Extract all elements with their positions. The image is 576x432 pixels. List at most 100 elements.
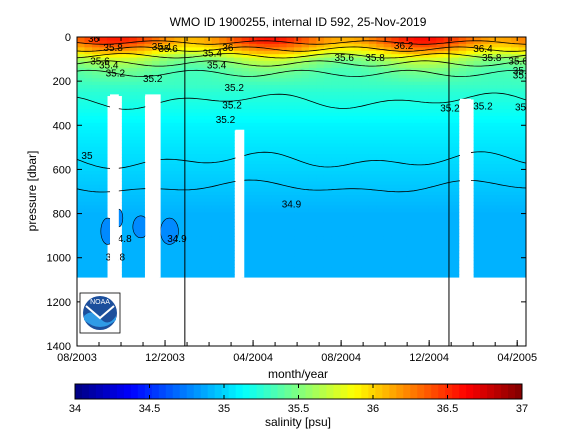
contour-label: 35.4 — [203, 49, 223, 60]
x-axis-label: month/year — [268, 367, 328, 381]
x-tick-label: 08/2003 — [57, 352, 97, 364]
colorbar-cell — [480, 384, 488, 399]
colorbar-cell — [298, 384, 306, 399]
y-tick-label: 200 — [53, 76, 71, 88]
colorbar-cell — [354, 384, 362, 399]
contour-line — [77, 69, 526, 77]
x-tick-label: 08/2004 — [321, 352, 361, 364]
y-axis-label: pressure [dbar] — [25, 151, 39, 232]
chart-title: WMO ID 1900255, internal ID 592, 25-Nov-… — [170, 15, 427, 29]
colorbar-cell — [137, 384, 146, 399]
colorbar-cell — [487, 384, 495, 399]
colorbar-cell — [95, 384, 104, 399]
colorbar-cell — [389, 384, 397, 399]
colorbar-cell — [123, 384, 132, 399]
data-gap — [235, 129, 245, 278]
plot-frame — [76, 36, 527, 347]
salinity-color-field — [77, 37, 526, 279]
colorbar-tick-label: 36 — [367, 403, 379, 415]
contour-label: 36 — [222, 43, 234, 54]
y-tick-label: 400 — [53, 120, 71, 132]
contour-label: 35.2 — [216, 115, 236, 126]
contour-label: 35.2 — [513, 71, 533, 82]
contour-label: 35.2 — [143, 74, 163, 85]
contour-label: 35.8 — [482, 53, 502, 64]
colorbar-cell — [319, 384, 327, 399]
colorbar-cell — [438, 384, 446, 399]
colorbar-cell — [459, 384, 467, 399]
colorbar-cell — [417, 384, 425, 399]
contour-line — [77, 60, 526, 67]
y-tick-label: 0 — [65, 32, 71, 44]
contour-label: 35.2 — [106, 68, 126, 79]
colorbar-cell — [368, 384, 376, 399]
contour-label: 35.4 — [513, 66, 533, 77]
colorbar-tick-label: 37 — [516, 403, 528, 415]
colorbar-tick-label: 35.5 — [288, 403, 309, 415]
colorbar-cell — [382, 384, 390, 399]
colorbar-cell — [172, 384, 181, 399]
logo-bird — [85, 305, 115, 320]
colorbar-cell — [144, 384, 153, 399]
x-tick-label: 04/2004 — [233, 352, 273, 364]
contour-label: 35.2 — [225, 83, 245, 94]
colorbar-tick-label: 35 — [218, 403, 230, 415]
colorbar-cell — [445, 384, 453, 399]
colorbar-cell — [403, 384, 411, 399]
colorbar-cell — [473, 384, 481, 399]
data-gap — [110, 94, 119, 278]
colorbar-cell — [75, 384, 83, 399]
colorbar-cell — [249, 384, 258, 399]
contour-label: 36.4 — [473, 44, 493, 55]
colorbar-cell — [396, 384, 404, 399]
colorbar-cell — [214, 384, 223, 399]
contour-label: 35.4 — [207, 61, 227, 72]
contour-label: 35.4 — [152, 42, 172, 53]
contour-label: 35.2 — [515, 103, 535, 114]
colorbar-cell — [179, 384, 188, 399]
colorbar-cell — [277, 384, 286, 399]
contour-line — [77, 53, 526, 59]
colorbar-cell — [312, 384, 320, 399]
colorbar-tick-label: 34 — [69, 403, 81, 415]
contour-label: 35 — [81, 151, 93, 162]
colorbar-cell — [452, 384, 460, 399]
colorbar-cell — [193, 384, 202, 399]
colorbar-cell — [165, 384, 174, 399]
colorbar-cell — [494, 384, 502, 399]
colorbar-cell — [228, 384, 237, 399]
data-gap — [145, 94, 161, 278]
y-tick-label: 1400 — [47, 341, 71, 353]
contour-label: 35.8 — [103, 43, 123, 54]
colorbar-cell — [424, 384, 432, 399]
logo-text: NOAA — [90, 299, 110, 306]
colorbar-cell — [326, 384, 334, 399]
colorbar-cell — [109, 384, 118, 399]
contour-line — [77, 40, 526, 45]
colorbar-cell — [375, 384, 383, 399]
x-tick-label: 04/2005 — [497, 352, 537, 364]
data-gap — [459, 98, 471, 278]
colorbar-cell — [102, 384, 111, 399]
contour-label: 35.2 — [440, 104, 460, 115]
colorbar-tick-label: 34.5 — [139, 403, 160, 415]
y-tick-label: 600 — [53, 164, 71, 176]
plot-overlays — [77, 37, 526, 346]
colorbar-cell — [130, 384, 139, 399]
colorbar-cell — [515, 384, 523, 399]
contour-label: 35.6 — [90, 56, 110, 67]
y-tick-label: 800 — [53, 209, 71, 221]
contour-label: 35.6 — [158, 44, 178, 55]
contour-label: 35.4 — [99, 61, 119, 72]
colorbar-cell — [207, 384, 216, 399]
colorbar-cell — [256, 384, 265, 399]
colorbar-cell — [347, 384, 355, 399]
contour-label: 36 — [88, 34, 100, 45]
x-tick-label: 12/2004 — [409, 352, 449, 364]
contour-label: 35.6 — [335, 53, 355, 64]
colorbar-cell — [242, 384, 251, 399]
below-profile-area — [77, 277, 526, 346]
colorbar-cell — [158, 384, 167, 399]
